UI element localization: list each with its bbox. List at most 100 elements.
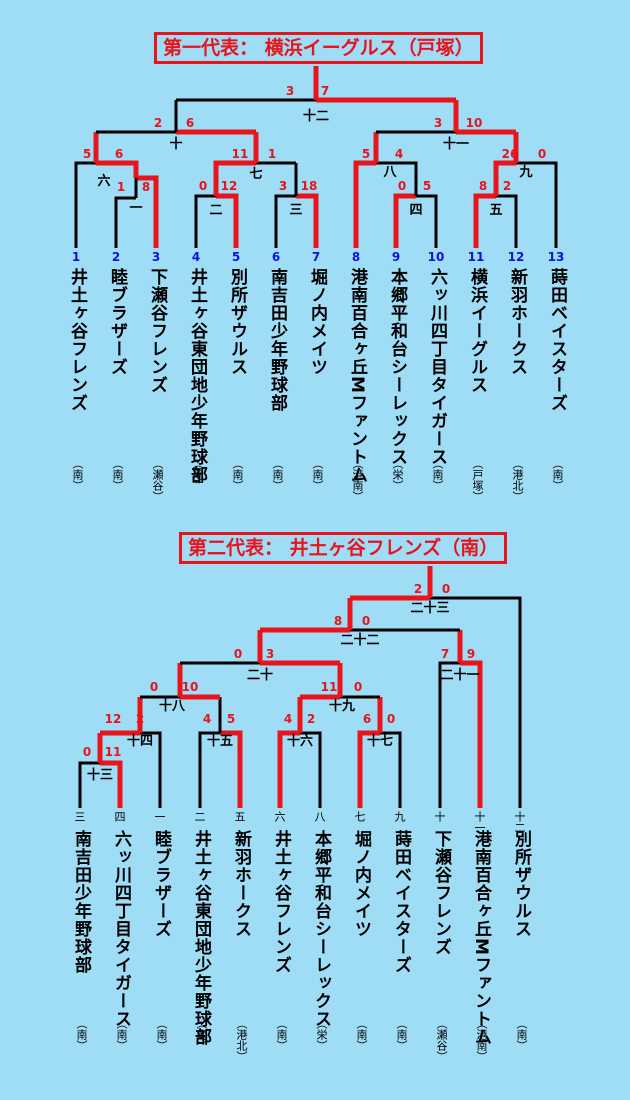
score-label: 12 (105, 712, 122, 726)
team-name: 蒔田ベイスターズ (391, 830, 411, 974)
team-district: （南） (355, 1018, 368, 1051)
team-name: 蒔田ベイスターズ (547, 268, 567, 412)
score-label: 9 (467, 647, 475, 661)
score-label: 4 (284, 712, 292, 726)
score-label: 2 (307, 712, 315, 726)
score-label: 11 (105, 745, 122, 759)
team-number: 7 (312, 250, 320, 264)
game-label: 一 (129, 201, 142, 216)
bracket-line (136, 175, 159, 248)
bracket2-title: 第二代表： 井土ヶ谷フレンズ（南） (179, 532, 508, 564)
game-number: 九 (393, 811, 406, 822)
team-name: 睦ブラザーズ (107, 268, 127, 376)
team-district: （南） (231, 458, 244, 491)
score-label: 3 (434, 116, 442, 130)
score-label: 3 (286, 84, 294, 98)
team-district: （港北） (235, 1018, 248, 1062)
team-district: （瀬谷） (435, 1018, 448, 1062)
score-label: 5 (83, 147, 91, 161)
bracket-line (393, 193, 416, 248)
team-district: （南） (431, 458, 444, 491)
score-label: 11 (321, 680, 338, 694)
score-label: 8 (334, 614, 342, 628)
game-label: 十四 (127, 733, 153, 749)
game-number: 五 (233, 811, 246, 822)
score-label: 8 (142, 180, 150, 194)
game-label: 二十二 (340, 632, 379, 648)
bracket-line (353, 160, 376, 248)
team-number: 1 (72, 250, 80, 264)
score-label: 4 (203, 712, 211, 726)
score-label: 0 (538, 147, 546, 161)
score-label: 3 (266, 647, 274, 661)
team-number: 4 (192, 250, 200, 264)
bracket-line (277, 730, 300, 808)
score-label: 5 (227, 712, 235, 726)
game-label: 三 (289, 203, 302, 218)
score-label: 0 (83, 745, 91, 759)
score-label: 6 (115, 147, 123, 161)
team-district: （栄） (391, 458, 404, 491)
score-label: 7 (441, 647, 449, 661)
game-number: 十一 (473, 811, 486, 833)
team-district: （南） (551, 458, 564, 491)
game-label: 十 (169, 136, 182, 152)
team-district: （瀬谷） (151, 458, 164, 502)
game-label: 八 (382, 165, 397, 180)
team-number: 3 (152, 250, 160, 264)
score-label: 2 (136, 712, 144, 726)
bracket-line (220, 730, 243, 808)
team-district: （南） (111, 458, 124, 491)
score-label: 10 (466, 116, 483, 130)
team-district: （南） (271, 458, 284, 491)
team-name: 港南百合ヶ丘Mファントム (471, 830, 491, 1046)
score-label: 18 (301, 179, 318, 193)
score-label: 12 (221, 179, 238, 193)
team-district: （南） (395, 1018, 408, 1051)
score-label: 0 (354, 680, 362, 694)
score-label: 8 (479, 179, 487, 193)
game-label: 十五 (207, 733, 233, 749)
team-number: 10 (428, 250, 445, 264)
score-label: 26 (502, 147, 519, 161)
game-number: 八 (313, 811, 326, 822)
score-label: 5 (423, 179, 431, 193)
team-number: 2 (112, 250, 120, 264)
bracket-line (100, 760, 123, 808)
game-number: 十 (433, 811, 446, 822)
score-label: 0 (398, 179, 406, 193)
team-name: 堀ノ内メイツ (351, 830, 371, 938)
score-label: 0 (442, 582, 450, 596)
team-district: （南） (155, 1018, 168, 1051)
score-label: 7 (321, 84, 329, 98)
team-district: （港南） (475, 1018, 488, 1062)
bracket-line (78, 761, 100, 808)
team-name: 六ッ川四丁目タイガース (111, 830, 131, 1028)
team-name: 南吉田少年野球部 (71, 830, 91, 974)
game-label: 二十一 (440, 667, 479, 683)
bracket-line (96, 160, 139, 178)
bracket-line (416, 194, 438, 248)
game-number: 十二 (513, 811, 526, 833)
team-name: 南吉田少年野球部 (267, 268, 287, 412)
game-label: 十七 (367, 733, 393, 749)
bracket-line (216, 193, 239, 248)
score-label: 1 (117, 180, 125, 194)
team-number: 5 (232, 250, 240, 264)
game-number: 四 (113, 811, 126, 822)
team-name: 横浜イーグルス (467, 268, 487, 394)
team-name: 井土ヶ谷フレンズ (67, 268, 87, 412)
game-number: 一 (153, 811, 166, 822)
bracket-line (516, 161, 558, 248)
game-label: 十六 (287, 733, 313, 749)
team-district: （南） (71, 458, 84, 491)
game-label: 二十 (247, 667, 273, 683)
score-label: 2 (154, 116, 162, 130)
game-label: 四 (409, 203, 422, 218)
team-district: （南） (275, 1018, 288, 1051)
team-number: 13 (548, 250, 565, 264)
team-number: 12 (508, 250, 525, 264)
game-label: 九 (518, 165, 532, 180)
team-name: 新羽ホークス (507, 268, 527, 376)
